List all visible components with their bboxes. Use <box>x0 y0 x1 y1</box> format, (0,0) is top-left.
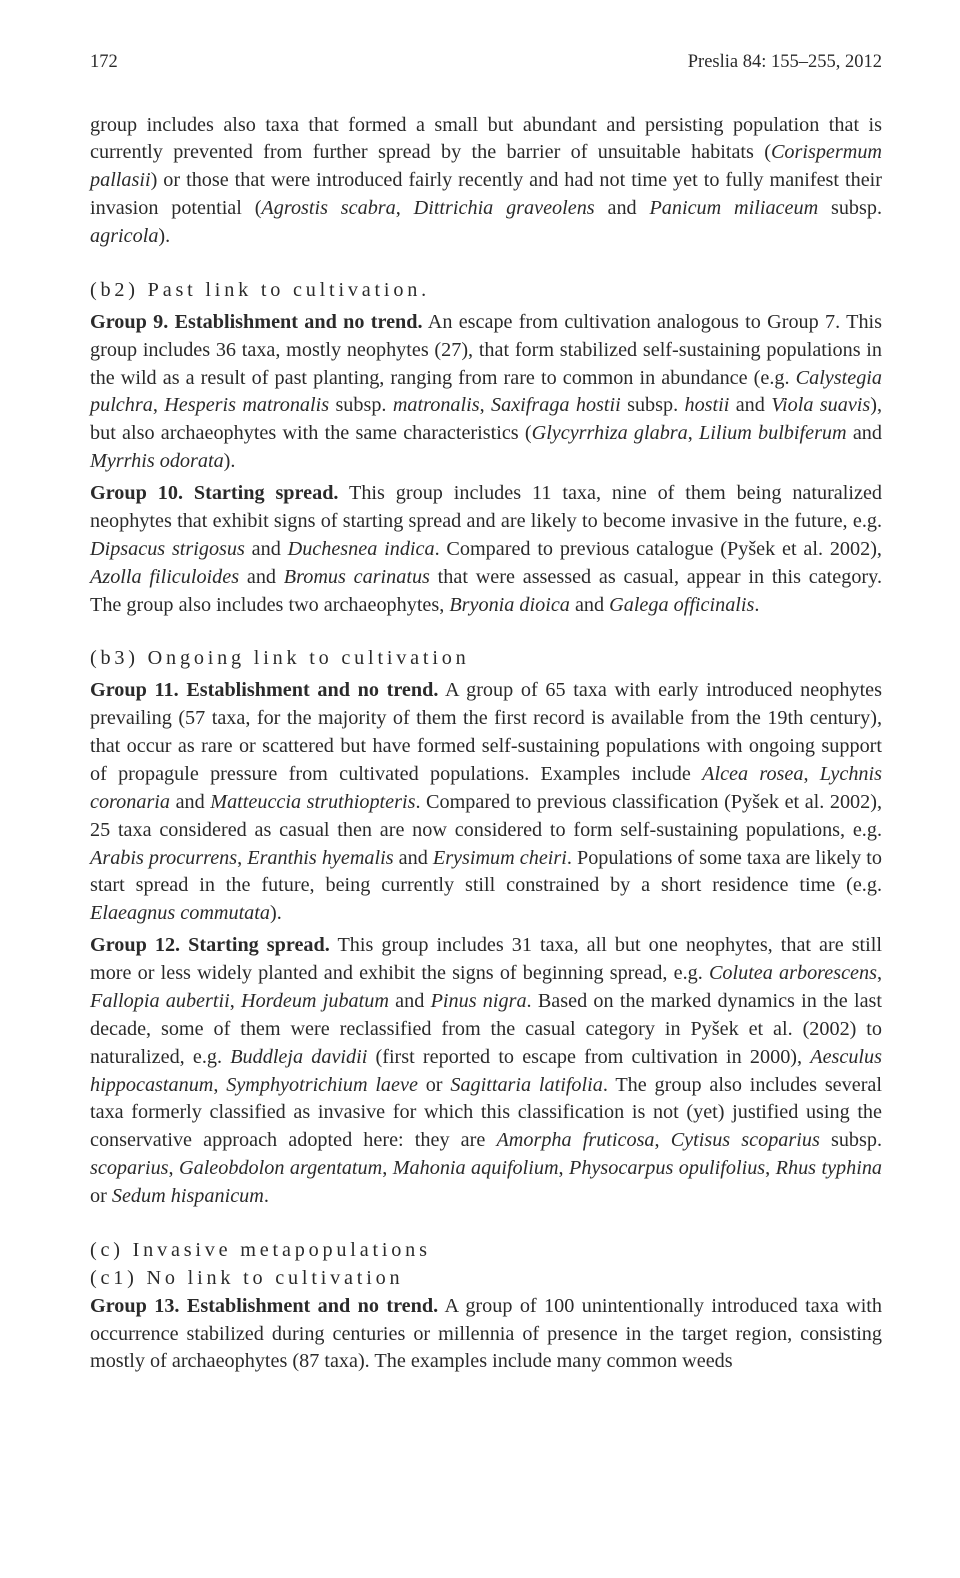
page: 172 Preslia 84: 155–255, 2012 group incl… <box>0 0 960 1578</box>
paragraph-group9: Group 9. Establishment and no trend. An … <box>90 309 882 476</box>
section-gap <box>90 1215 882 1237</box>
paragraph-group10: Group 10. Starting spread. This group in… <box>90 480 882 619</box>
paragraph-group11: Group 11. Establishment and no trend. A … <box>90 677 882 928</box>
heading-b3: (b3) Ongoing link to cultivation <box>90 645 882 673</box>
heading-c1: (c1) No link to cultivation <box>90 1265 882 1293</box>
running-head: Preslia 84: 155–255, 2012 <box>688 50 882 76</box>
paragraph-intro: group includes also taxa that formed a s… <box>90 112 882 251</box>
section-gap <box>90 255 882 277</box>
page-header: 172 Preslia 84: 155–255, 2012 <box>90 50 882 76</box>
heading-b2: (b2) Past link to cultivation. <box>90 277 882 305</box>
page-number: 172 <box>90 50 118 76</box>
paragraph-group13: Group 13. Establishment and no trend. A … <box>90 1293 882 1377</box>
heading-c: (c) Invasive metapopulations <box>90 1237 882 1265</box>
section-gap <box>90 623 882 645</box>
paragraph-group12: Group 12. Starting spread. This group in… <box>90 932 882 1211</box>
